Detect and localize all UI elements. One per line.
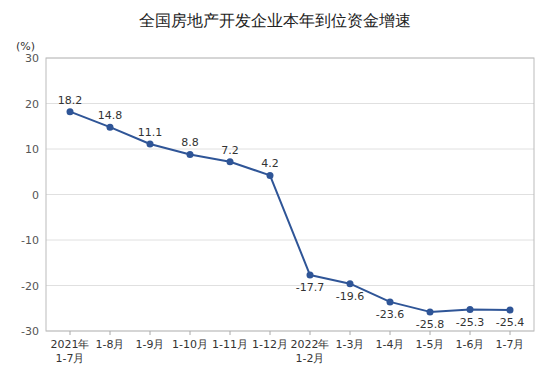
data-label: 8.8 bbox=[181, 136, 199, 149]
x-tick bbox=[270, 331, 271, 335]
x-tick-label: 1-8月 bbox=[96, 338, 125, 351]
data-label: -23.6 bbox=[376, 308, 404, 321]
y-tick-label: -30 bbox=[21, 325, 39, 338]
marker bbox=[507, 307, 514, 314]
x-tick bbox=[350, 331, 351, 335]
chart-svg: -30 -20 -10 0 10 20 30 2021年1-7月 1-8月 1-9月 1-10月 1-… bbox=[0, 0, 550, 383]
data-label: -25.4 bbox=[496, 316, 524, 329]
grid bbox=[46, 58, 534, 331]
x-tick-label: 1-7月 bbox=[496, 338, 525, 351]
data-label: 11.1 bbox=[138, 126, 163, 139]
marker bbox=[427, 308, 434, 315]
grid-line bbox=[46, 103, 534, 104]
data-label: 7.2 bbox=[221, 144, 239, 157]
x-tick bbox=[150, 331, 151, 335]
x-tick bbox=[70, 331, 71, 335]
marker bbox=[147, 140, 154, 147]
plot-frame bbox=[46, 58, 534, 331]
marker bbox=[267, 172, 274, 179]
marker bbox=[347, 280, 354, 287]
marker bbox=[307, 272, 314, 279]
y-tick-label: 0 bbox=[32, 189, 39, 202]
line bbox=[70, 112, 510, 312]
x-tick bbox=[510, 331, 511, 335]
plot-area bbox=[67, 108, 514, 315]
data-label: -19.6 bbox=[336, 290, 364, 303]
x-tick-label: 1-10月 bbox=[172, 338, 208, 351]
chart-container: -30 -20 -10 0 10 20 30 2021年1-7月 1-8月 1-9月 1-10月 1-… bbox=[0, 0, 550, 383]
x-tick-label: 2021年1-7月 bbox=[51, 338, 90, 365]
marker bbox=[387, 298, 394, 305]
x-tick bbox=[190, 331, 191, 335]
x-tick bbox=[430, 331, 431, 335]
x-tick bbox=[470, 331, 471, 335]
x-tick bbox=[390, 331, 391, 335]
x-tick-label: 1-6月 bbox=[456, 338, 485, 351]
x-tick bbox=[230, 331, 231, 335]
marker bbox=[227, 158, 234, 165]
x-tick-label: 1-11月 bbox=[212, 338, 248, 351]
marker bbox=[187, 151, 194, 158]
x-tick-label: 2022年1-2月 bbox=[291, 338, 330, 365]
marker bbox=[467, 306, 474, 313]
x-tick-label: 1-9月 bbox=[136, 338, 165, 351]
data-label: -25.8 bbox=[416, 318, 444, 331]
x-tick-label: 1-3月 bbox=[336, 338, 365, 351]
y-axis-label: (%) bbox=[16, 40, 35, 53]
data-label: 4.2 bbox=[261, 157, 279, 170]
y-tick-label: 20 bbox=[25, 98, 39, 111]
grid-line bbox=[46, 194, 534, 195]
x-tick-label: 1-12月 bbox=[252, 338, 288, 351]
x-tick-label: 1-5月 bbox=[416, 338, 445, 351]
y-tick-label: 10 bbox=[25, 143, 39, 156]
y-tick-label: -10 bbox=[21, 234, 39, 247]
data-label: 14.8 bbox=[98, 109, 123, 122]
chart-title: 全国房地产开发企业本年到位资金增速 bbox=[139, 11, 411, 30]
data-label: -25.3 bbox=[456, 316, 484, 329]
y-tick-label: -20 bbox=[21, 280, 39, 293]
marker bbox=[107, 124, 114, 131]
x-tick bbox=[110, 331, 111, 335]
marker bbox=[67, 108, 74, 115]
data-label: 18.2 bbox=[58, 94, 83, 107]
grid-line bbox=[46, 149, 534, 150]
x-tick bbox=[310, 331, 311, 335]
x-tick-label: 1-4月 bbox=[376, 338, 405, 351]
data-label: -17.7 bbox=[296, 281, 324, 294]
grid-line bbox=[46, 240, 534, 241]
grid-line bbox=[46, 285, 534, 286]
y-tick-label: 30 bbox=[25, 52, 39, 65]
